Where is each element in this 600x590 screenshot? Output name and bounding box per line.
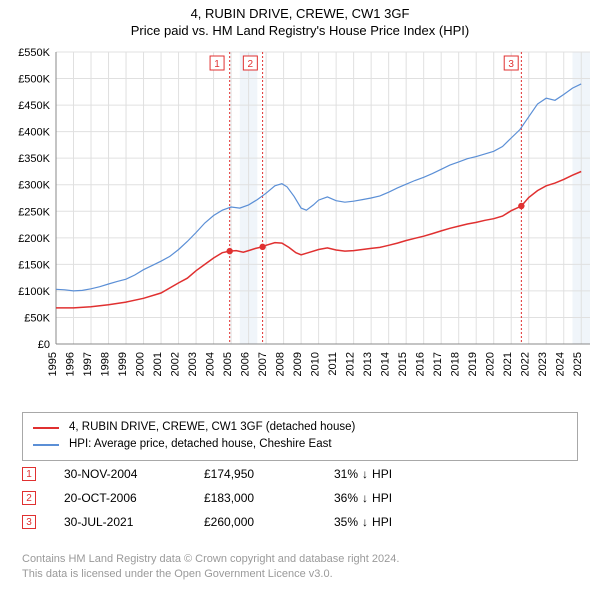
chart: £0 £50K £100K £150K £200K £250K £300K £350K £400…: [0, 44, 600, 404]
y-tick-label: £500K: [18, 74, 50, 86]
title-address: 4, RUBIN DRIVE, CREWE, CW1 3GF: [0, 6, 600, 21]
x-tick-label: 2015: [397, 352, 409, 376]
sale-diff: 31% ↓ HPI: [334, 467, 474, 481]
sale-row: 3 30-JUL-2021£260,00035% ↓ HPI: [22, 510, 578, 534]
y-tick-label: £450K: [18, 100, 50, 112]
x-tick-label: 2013: [362, 352, 374, 376]
chart-svg: £0 £50K £100K £150K £200K £250K £300K £350K £400…: [0, 44, 600, 404]
x-tick-label: 2019: [467, 352, 479, 376]
title-subtitle: Price paid vs. HM Land Registry's House …: [0, 23, 600, 38]
legend-item: 4, RUBIN DRIVE, CREWE, CW1 3GF (detached…: [33, 419, 567, 436]
footer: Contains HM Land Registry data © Crown c…: [22, 552, 399, 582]
x-tick-label: 1998: [100, 352, 112, 376]
sales-table: 1 30-NOV-2004£174,95031% ↓ HPI 2 20-OCT-2006£…: [22, 462, 578, 534]
x-tick-label: 2002: [170, 352, 182, 376]
legend-item: HPI: Average price, detached house, Ches…: [33, 436, 567, 453]
sale-date: 30-NOV-2004: [64, 467, 204, 481]
sale-date: 20-OCT-2006: [64, 491, 204, 505]
x-tick-label: 2008: [275, 352, 287, 376]
arrow-down-icon: ↓: [362, 467, 368, 481]
y-tick-label: £550K: [18, 47, 50, 59]
x-tick-label: 2014: [380, 352, 392, 376]
x-tick-label: 2004: [205, 352, 217, 376]
arrow-down-icon: ↓: [362, 491, 368, 505]
x-tick-label: 2018: [450, 352, 462, 376]
x-tick-label: 2003: [187, 352, 199, 376]
sale-diff: 35% ↓ HPI: [334, 515, 474, 529]
legend-swatch: [33, 444, 59, 446]
sale-diff-label: HPI: [372, 515, 392, 529]
x-tick-label: 2020: [485, 352, 497, 376]
sale-marker: 1: [22, 467, 36, 481]
y-tick-label: £150K: [18, 259, 50, 271]
x-tick-label: 2024: [555, 352, 567, 376]
sale-diff: 36% ↓ HPI: [334, 491, 474, 505]
y-tick-label: £0: [38, 339, 50, 351]
y-tick-label: £100K: [18, 286, 50, 298]
x-tick-label: 2009: [292, 352, 304, 376]
x-tick-label: 2005: [222, 352, 234, 376]
legend-label: HPI: Average price, detached house, Ches…: [69, 436, 332, 453]
page: 4, RUBIN DRIVE, CREWE, CW1 3GF Price pai…: [0, 0, 600, 590]
x-tick-label: 1996: [65, 352, 77, 376]
sale-row: 1 30-NOV-2004£174,95031% ↓ HPI: [22, 462, 578, 486]
x-tick-label: 2023: [537, 352, 549, 376]
x-tick-label: 2012: [345, 352, 357, 376]
y-tick-label: £350K: [18, 153, 50, 165]
x-tick-label: 2006: [240, 352, 252, 376]
sale-row: 2 20-OCT-2006£183,00036% ↓ HPI: [22, 486, 578, 510]
sale-diff-pct: 35%: [334, 515, 358, 529]
sale-diff-label: HPI: [372, 491, 392, 505]
marker-number: 3: [508, 59, 514, 70]
legend-label: 4, RUBIN DRIVE, CREWE, CW1 3GF (detached…: [69, 419, 355, 436]
y-tick-label: £250K: [18, 206, 50, 218]
legend: 4, RUBIN DRIVE, CREWE, CW1 3GF (detached…: [22, 412, 578, 461]
arrow-down-icon: ↓: [362, 515, 368, 529]
x-tick-label: 2001: [152, 352, 164, 376]
legend-swatch: [33, 427, 59, 429]
x-tick-label: 2010: [310, 352, 322, 376]
x-tick-label: 1995: [47, 352, 59, 376]
marker-number: 2: [248, 59, 254, 70]
x-tick-label: 2022: [520, 352, 532, 376]
x-tick-label: 2017: [432, 352, 444, 376]
x-tick-label: 2021: [502, 352, 514, 376]
x-tick-label: 2011: [327, 352, 339, 376]
x-tick-label: 2007: [257, 352, 269, 376]
sale-dot: [226, 248, 232, 254]
sale-dot: [518, 203, 524, 209]
footer-line1: Contains HM Land Registry data © Crown c…: [22, 552, 399, 567]
y-tick-label: £50K: [24, 312, 50, 324]
x-tick-label: 1997: [82, 352, 94, 376]
sale-marker: 2: [22, 491, 36, 505]
chart-titles: 4, RUBIN DRIVE, CREWE, CW1 3GF Price pai…: [0, 0, 600, 38]
sale-dot: [259, 244, 265, 250]
sale-diff-label: HPI: [372, 467, 392, 481]
sale-date: 30-JUL-2021: [64, 515, 204, 529]
y-tick-label: £300K: [18, 180, 50, 192]
sale-diff-pct: 36%: [334, 491, 358, 505]
x-tick-label: 2025: [572, 352, 584, 376]
y-tick-label: £200K: [18, 233, 50, 245]
y-tick-label: £400K: [18, 127, 50, 139]
x-tick-label: 2016: [415, 352, 427, 376]
marker-number: 1: [214, 59, 220, 70]
sale-price: £183,000: [204, 491, 334, 505]
sale-price: £260,000: [204, 515, 334, 529]
x-tick-label: 1999: [117, 352, 129, 376]
sale-diff-pct: 31%: [334, 467, 358, 481]
sale-price: £174,950: [204, 467, 334, 481]
sale-marker: 3: [22, 515, 36, 529]
footer-line2: This data is licensed under the Open Gov…: [22, 567, 399, 582]
x-tick-label: 2000: [135, 352, 147, 376]
